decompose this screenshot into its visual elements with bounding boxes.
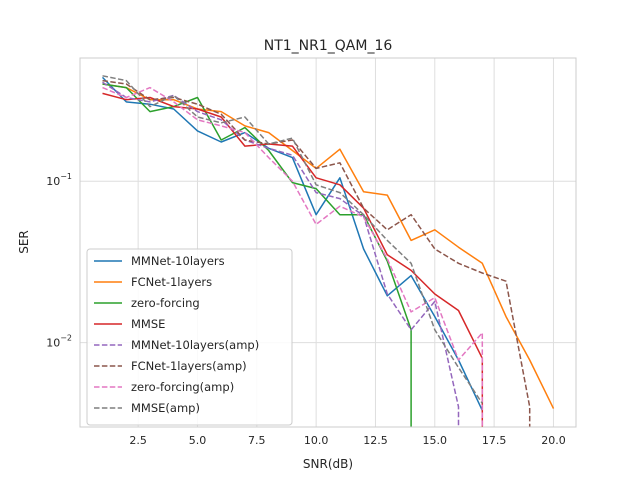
legend: MMNet-10layers FCNet-1layers zero-forcing M… (86, 248, 293, 426)
legend-label: zero-forcing(amp) (131, 380, 234, 394)
series-line-mmse-amp (102, 75, 483, 404)
x-tick-label: 20.0 (541, 434, 566, 447)
plot-frame (79, 57, 577, 428)
y-tick-labels: 10−2 10−1 (46, 172, 72, 349)
legend-label: MMNet-10layers(amp) (131, 338, 259, 352)
y-tick-label: 10−2 (46, 334, 72, 350)
series-lines (101, 75, 555, 427)
legend-label: zero-forcing (131, 296, 200, 310)
x-tick-label: 5.0 (189, 434, 207, 447)
x-tick-label: 12.5 (363, 434, 388, 447)
x-axis-label: SNR(dB) (303, 457, 353, 471)
series-line-zero-forcing-amp (102, 86, 484, 427)
series-line-mmnet-10layers-amp (102, 81, 460, 427)
grid (80, 58, 576, 427)
chart-title: NT1_NR1_QAM_16 (264, 38, 393, 54)
x-tick-label: 15.0 (423, 434, 448, 447)
legend-label: MMSE (131, 317, 165, 331)
legend-label: FCNet-1layers (131, 275, 212, 289)
legend-label: MMSE(amp) (131, 401, 200, 415)
x-tick-labels: 2.5 5.0 7.5 10.0 12.5 15.0 17.5 20.0 (129, 434, 565, 447)
x-tick-label: 7.5 (248, 434, 266, 447)
series-line-mmnet-10layers (101, 76, 483, 411)
y-axis-label: SER (17, 230, 31, 254)
x-tick-label: 17.5 (482, 434, 507, 447)
legend-label: MMNet-10layers (131, 254, 225, 268)
series-line-fcnet-1layers (102, 83, 555, 409)
x-tick-label: 10.0 (304, 434, 329, 447)
y-tick-label: 10−1 (46, 172, 72, 188)
legend-label: FCNet-1layers(amp) (131, 359, 247, 373)
legend-box (86, 248, 293, 426)
x-tick-label: 2.5 (129, 434, 147, 447)
